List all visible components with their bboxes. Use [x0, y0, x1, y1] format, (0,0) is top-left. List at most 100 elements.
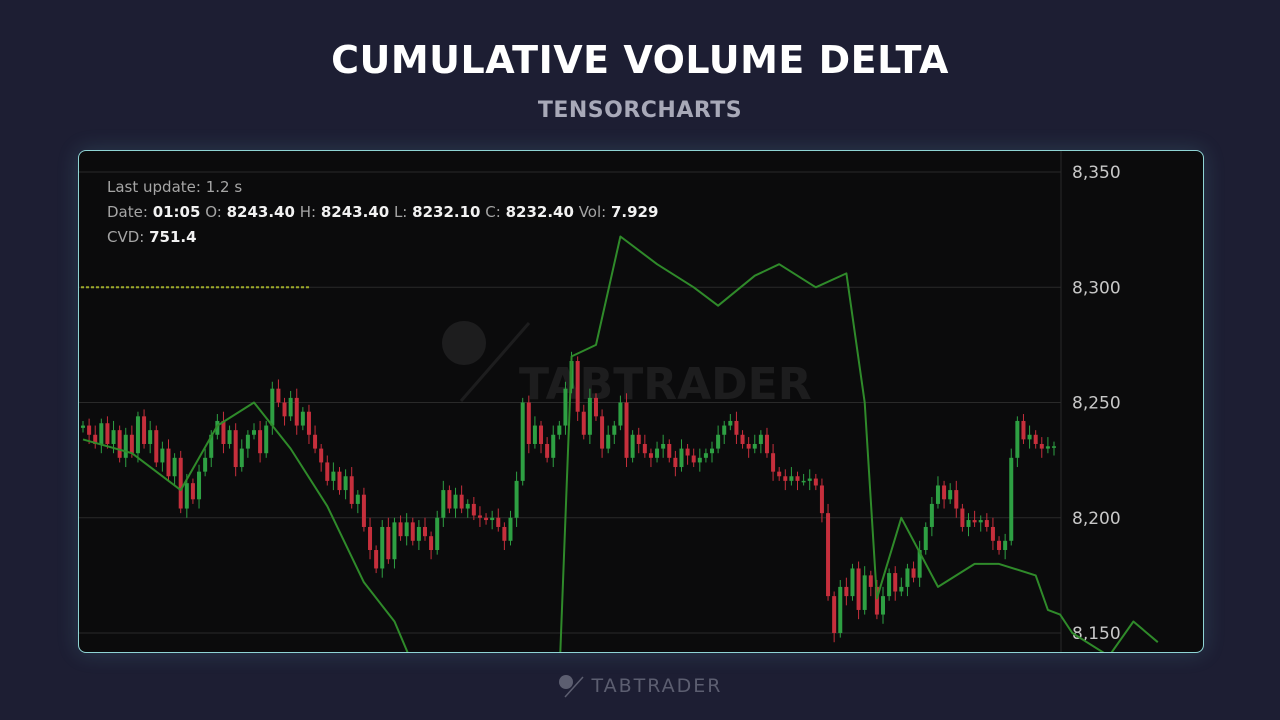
- chart-panel[interactable]: TABTRADER 8,350 8,300 8,250 8,200 8,150 Last …: [78, 150, 1204, 653]
- candle-body: [471, 503, 476, 516]
- candle-body: [215, 420, 220, 435]
- candle-body: [313, 434, 318, 449]
- candle-body: [117, 430, 122, 458]
- date-label: Date:: [107, 203, 148, 221]
- candle-body: [777, 471, 782, 477]
- candle-body: [862, 575, 867, 610]
- candle-body: [111, 430, 116, 444]
- tabtrader-logo-icon: [559, 675, 585, 698]
- candle-body: [1039, 443, 1044, 449]
- candle-body: [392, 522, 397, 560]
- candle-body: [710, 448, 715, 454]
- candle-body: [648, 453, 653, 458]
- candle-body: [294, 397, 299, 426]
- candle-body: [642, 443, 647, 454]
- candle-body: [929, 503, 934, 527]
- candle-body: [331, 471, 336, 481]
- candle-body: [386, 526, 391, 560]
- candle-body: [752, 443, 757, 449]
- candle-body: [893, 573, 898, 592]
- candle-body: [728, 420, 733, 426]
- high-value: 8243.40: [320, 203, 390, 221]
- candle-body: [679, 448, 684, 468]
- candle-body: [154, 430, 159, 463]
- candle-body: [429, 536, 434, 551]
- candle-body: [539, 425, 544, 444]
- cvd-chart[interactable]: TABTRADER 8,350 8,300 8,250 8,200 8,150: [79, 151, 1203, 652]
- candle-body: [716, 434, 721, 449]
- candle-body: [600, 416, 605, 449]
- candle-body: [630, 434, 635, 458]
- ohlc-row: Date: 01:05 O: 8243.40 H: 8243.40 L: 823…: [107, 203, 658, 221]
- candle-body: [697, 457, 702, 463]
- candle-body: [795, 476, 800, 481]
- candle-body: [239, 448, 244, 468]
- candle-body: [972, 520, 977, 523]
- candle-body: [819, 485, 824, 514]
- candle-body: [887, 573, 892, 597]
- candle-body: [221, 420, 226, 444]
- candle-body: [227, 430, 232, 444]
- candle-body: [1033, 434, 1038, 444]
- candle-body: [380, 526, 385, 569]
- watermark: TABTRADER: [442, 321, 812, 410]
- candle-body: [99, 423, 104, 444]
- candle-body: [93, 434, 98, 444]
- cvd-value: 751.4: [149, 228, 197, 246]
- last-update-row: Last update: 1.2 s: [107, 178, 242, 196]
- candle-body: [661, 443, 666, 449]
- candle-body: [734, 420, 739, 435]
- candle-body: [587, 397, 592, 435]
- candle-body: [343, 476, 348, 491]
- candle-body: [942, 485, 947, 500]
- candle-body: [899, 586, 904, 592]
- candle-body: [258, 430, 263, 454]
- candle-body: [874, 586, 879, 615]
- y-tick-label: 8,200: [1072, 509, 1121, 529]
- candle-body: [978, 520, 983, 523]
- footer: TABTRADER: [0, 673, 1280, 704]
- candle-body: [453, 494, 458, 509]
- candle-body: [575, 361, 580, 412]
- candle-body: [245, 434, 250, 449]
- candle-body: [1003, 540, 1008, 551]
- candle-body: [416, 526, 421, 541]
- candle-body: [685, 448, 690, 456]
- candle-body: [1045, 446, 1050, 449]
- y-tick-label: 8,150: [1072, 624, 1121, 644]
- candle-body: [581, 411, 586, 435]
- candle-body: [960, 508, 965, 527]
- y-tick-label: 8,350: [1072, 163, 1121, 183]
- candle-body: [532, 425, 537, 444]
- candle-body: [368, 526, 373, 551]
- candle-body: [618, 402, 623, 426]
- candle-body: [764, 434, 769, 454]
- watermark-text: TABTRADER: [519, 359, 812, 410]
- candle-body: [148, 430, 153, 444]
- candle-body: [306, 411, 311, 435]
- candle-body: [807, 478, 812, 481]
- vol-value: 7.929: [610, 203, 659, 221]
- candle-body: [361, 494, 366, 527]
- candle-body: [142, 416, 147, 444]
- candle-body: [966, 520, 971, 527]
- page-title: CUMULATIVE VOLUME DELTA: [331, 38, 949, 82]
- low-label: L:: [393, 203, 408, 221]
- candle-body: [184, 483, 189, 509]
- candle-body: [917, 550, 922, 578]
- candle-body: [563, 388, 568, 426]
- cvd-label: CVD:: [107, 228, 145, 246]
- candle-body: [740, 434, 745, 444]
- candle-body: [997, 540, 1002, 551]
- page-subtitle: TENSORCHARTS: [537, 98, 743, 123]
- candle-body: [1052, 446, 1056, 448]
- candle-body: [209, 434, 214, 458]
- candle-body: [87, 425, 92, 435]
- candle-body: [1021, 420, 1026, 440]
- candle-body: [789, 476, 794, 481]
- candle-body: [881, 596, 886, 615]
- candle-body: [288, 397, 293, 417]
- candle-body: [783, 476, 788, 481]
- candle-body: [911, 568, 916, 578]
- candle-body: [703, 453, 708, 458]
